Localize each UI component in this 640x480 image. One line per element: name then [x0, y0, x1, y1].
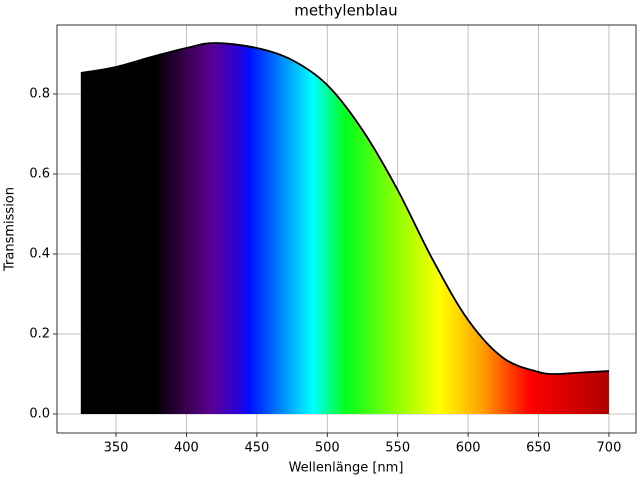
spectrum-area: [80, 43, 609, 414]
y-tick-label: 0.4: [29, 247, 50, 262]
x-tick-label: 650: [526, 441, 551, 456]
plot-frame: [56, 24, 637, 434]
x-tick-label: 550: [385, 441, 410, 456]
x-tick-label: 350: [104, 441, 129, 456]
x-tick-label: 600: [456, 441, 481, 456]
x-tick-label: 500: [315, 441, 340, 456]
y-tick-label: 0.0: [29, 407, 50, 422]
y-tick-label: 0.2: [29, 327, 50, 342]
line: [80, 42, 610, 375]
x-tick-label: 400: [174, 441, 199, 456]
y-tick-label: 0.6: [29, 167, 50, 182]
x-axis-label: Wellenlänge [nm]: [289, 461, 404, 476]
y-tick-label: 0.8: [29, 87, 50, 102]
y-axis-label: Transmission: [3, 187, 18, 272]
x-tick-label: 450: [244, 441, 269, 456]
chart-title: methylenblau: [294, 2, 397, 20]
x-tick-label: 700: [597, 441, 622, 456]
